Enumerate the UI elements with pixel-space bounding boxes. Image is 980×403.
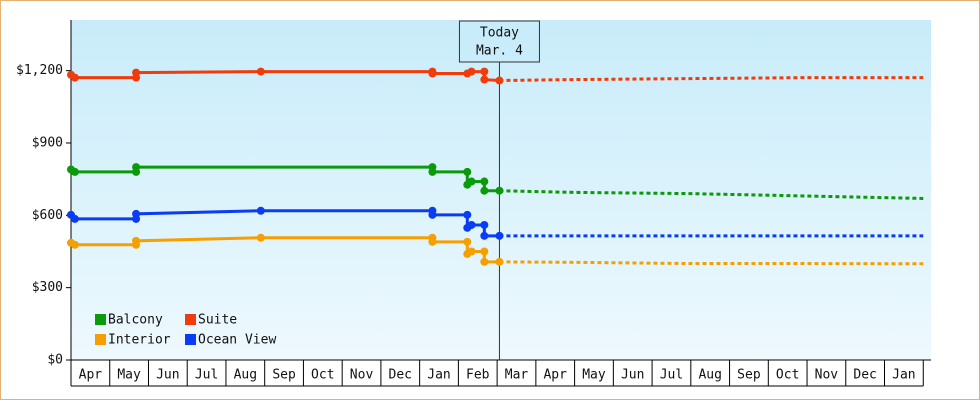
x-tick-label: Sep xyxy=(737,368,761,383)
price-point xyxy=(467,177,476,186)
price-point xyxy=(495,186,504,195)
price-point xyxy=(428,167,437,176)
price-point xyxy=(480,177,489,186)
x-tick-label: Aug xyxy=(698,368,721,383)
price-point xyxy=(495,76,504,85)
forecast-line xyxy=(499,189,924,200)
legend-label: Balcony xyxy=(108,313,163,328)
x-tick-label: Sep xyxy=(272,368,296,383)
x-tick-label: Jul xyxy=(195,368,218,383)
y-tick-label: $0 xyxy=(47,353,63,368)
price-point xyxy=(70,240,79,249)
legend-label: Ocean View xyxy=(198,333,276,348)
price-point xyxy=(463,237,472,246)
x-tick-label: Dec xyxy=(389,368,412,383)
x-tick-label: Jul xyxy=(660,368,683,383)
forecast-line xyxy=(499,260,924,266)
price-point xyxy=(480,257,489,266)
legend-swatch xyxy=(95,314,106,325)
forecast-line xyxy=(499,76,924,83)
x-tick-label: Jun xyxy=(621,368,644,383)
today-label: Today xyxy=(480,26,519,41)
price-point xyxy=(256,67,265,76)
price-point xyxy=(428,69,437,78)
price-point xyxy=(495,231,504,240)
price-point xyxy=(467,67,476,76)
price-point xyxy=(70,73,79,82)
x-tick-label: Jan xyxy=(892,368,915,383)
y-tick-label: $300 xyxy=(32,280,63,295)
price-point xyxy=(480,186,489,195)
price-point xyxy=(480,220,489,229)
today-date: Mar. 4 xyxy=(476,44,523,59)
x-tick-label: Apr xyxy=(543,368,567,383)
price-point xyxy=(132,209,141,218)
price-point xyxy=(480,247,489,256)
x-tick-label: Jan xyxy=(427,368,450,383)
price-point xyxy=(256,206,265,215)
price-point xyxy=(256,233,265,242)
price-point xyxy=(463,210,472,219)
x-tick-label: Nov xyxy=(350,368,374,383)
price-point xyxy=(463,167,472,176)
legend-label: Interior xyxy=(108,333,171,348)
x-tick-label: Jun xyxy=(156,368,179,383)
x-tick-label: Apr xyxy=(79,368,103,383)
x-tick-label: Oct xyxy=(776,368,799,383)
y-tick-label: $900 xyxy=(32,135,63,150)
x-tick-label: Dec xyxy=(853,368,876,383)
price-point xyxy=(428,210,437,219)
x-tick-label: Nov xyxy=(815,368,839,383)
x-tick-label: May xyxy=(582,368,606,383)
x-tick-label: Aug xyxy=(234,368,257,383)
legend-swatch xyxy=(185,314,196,325)
price-point xyxy=(132,163,141,172)
x-tick-label: Mar xyxy=(505,368,529,383)
price-point xyxy=(480,231,489,240)
legend-swatch xyxy=(95,334,106,345)
x-tick-label: May xyxy=(117,368,141,383)
price-point xyxy=(132,68,141,77)
y-tick-label: $600 xyxy=(32,208,63,223)
legend-label: Suite xyxy=(198,313,237,328)
price-point xyxy=(467,247,476,256)
x-tick-label: Feb xyxy=(466,368,490,383)
price-point xyxy=(480,75,489,84)
price-point xyxy=(467,220,476,229)
price-point xyxy=(70,167,79,176)
price-point xyxy=(428,237,437,246)
price-point xyxy=(495,257,504,266)
today-box xyxy=(458,20,540,63)
price-point xyxy=(480,67,489,76)
y-tick-label: $1,200 xyxy=(16,63,63,78)
x-tick-label: Oct xyxy=(311,368,334,383)
price-point xyxy=(132,236,141,245)
price-point xyxy=(70,214,79,223)
legend-swatch xyxy=(185,334,196,345)
